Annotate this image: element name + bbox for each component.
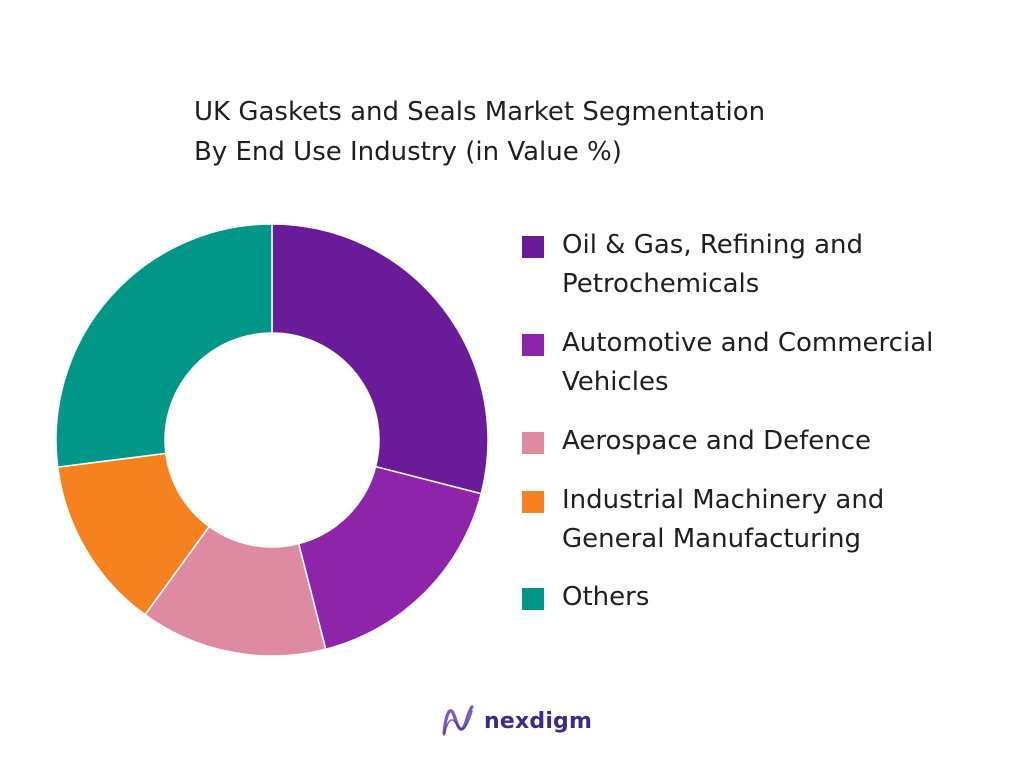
donut-slice-aerospace: [143, 525, 327, 657]
donut-slice-others: [55, 223, 273, 468]
legend-label-industrial: Industrial Machinery and General Manufac…: [562, 485, 885, 554]
brand-name: nexdigm: [484, 708, 593, 734]
legend-item-aerospace: Aerospace and Defence: [522, 422, 871, 461]
donut-chart: [55, 223, 489, 657]
legend-label-others: Others: [562, 582, 650, 612]
legend-swatch-industrial: [522, 491, 544, 513]
legend-label-oil-gas: Oil & Gas, Refining and Petrochemicals: [562, 230, 864, 299]
legend-swatch-oil-gas: [522, 236, 544, 258]
legend-item-others: Others: [522, 578, 649, 617]
chart-title-line-2: By End Use Industry (in Value %): [194, 137, 622, 167]
nexdigm-logo-icon: [442, 705, 474, 736]
legend-item-automotive: Automotive and Commercial Vehicles: [522, 324, 933, 402]
chart-title-line-1: UK Gaskets and Seals Market Segmentation: [194, 97, 766, 127]
legend-item-oil-gas: Oil & Gas, Refining and Petrochemicals: [522, 226, 863, 304]
legend-label-aerospace: Aerospace and Defence: [562, 426, 872, 456]
brand-logo: nexdigm: [440, 703, 592, 739]
legend-swatch-automotive: [522, 334, 544, 356]
legend-label-automotive: Automotive and Commercial Vehicles: [562, 328, 934, 397]
donut-slice-automotive: [297, 465, 483, 651]
chart-title: UK Gaskets and Seals Market Segmentation…: [194, 92, 765, 172]
legend-swatch-others: [522, 588, 544, 610]
legend-item-industrial: Industrial Machinery and General Manufac…: [522, 481, 884, 559]
legend-swatch-aerospace: [522, 432, 544, 454]
donut-slice-oil-gas: [271, 223, 489, 495]
